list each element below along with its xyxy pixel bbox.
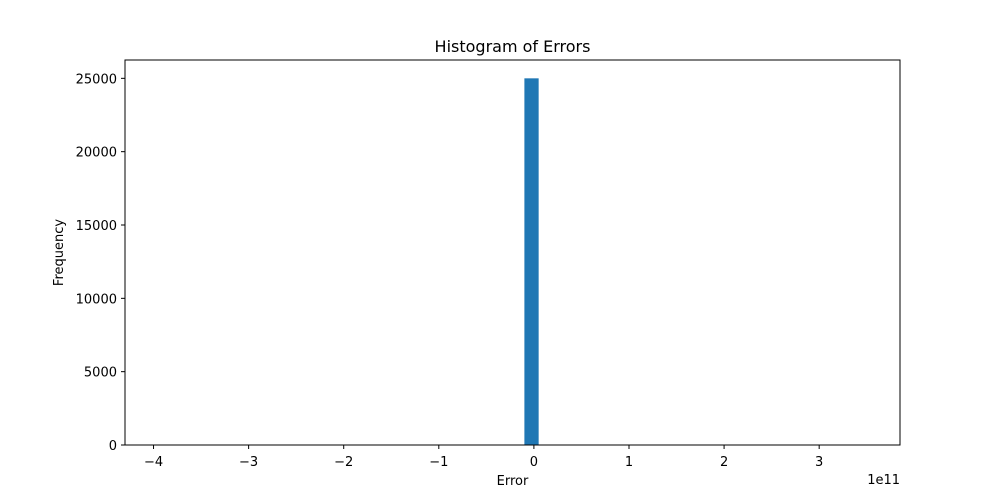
x-tick-label-5: 1 xyxy=(625,455,633,470)
y-tick-label-1: 5000 xyxy=(84,366,117,381)
y-axis-ticks: 0 5000 10000 15000 20000 25000 xyxy=(76,72,125,454)
x-tick-label-4: 0 xyxy=(530,455,538,470)
x-tick-label-1: −3 xyxy=(239,455,258,470)
x-tick-label-2: −2 xyxy=(334,455,353,470)
x-axis-ticks: −4 −3 −2 −1 0 1 2 3 xyxy=(144,445,823,470)
y-axis-label: Frequency xyxy=(52,219,67,286)
y-tick-label-3: 15000 xyxy=(76,219,117,234)
x-axis-label: Error xyxy=(497,474,529,489)
x-tick-label-3: −1 xyxy=(429,455,448,470)
bars-layer xyxy=(524,78,539,445)
chart-title: Histogram of Errors xyxy=(435,37,591,56)
x-tick-label-0: −4 xyxy=(144,455,163,470)
y-tick-label-2: 10000 xyxy=(76,292,117,307)
y-tick-label-4: 20000 xyxy=(76,146,117,161)
y-tick-label-0: 0 xyxy=(109,439,117,454)
x-axis-offset-text: 1e11 xyxy=(867,473,900,488)
y-tick-label-5: 25000 xyxy=(76,72,117,87)
x-tick-label-7: 3 xyxy=(815,455,823,470)
plot-area-frame xyxy=(124,59,901,446)
histogram-bar-0 xyxy=(524,78,539,445)
x-tick-label-6: 2 xyxy=(720,455,728,470)
